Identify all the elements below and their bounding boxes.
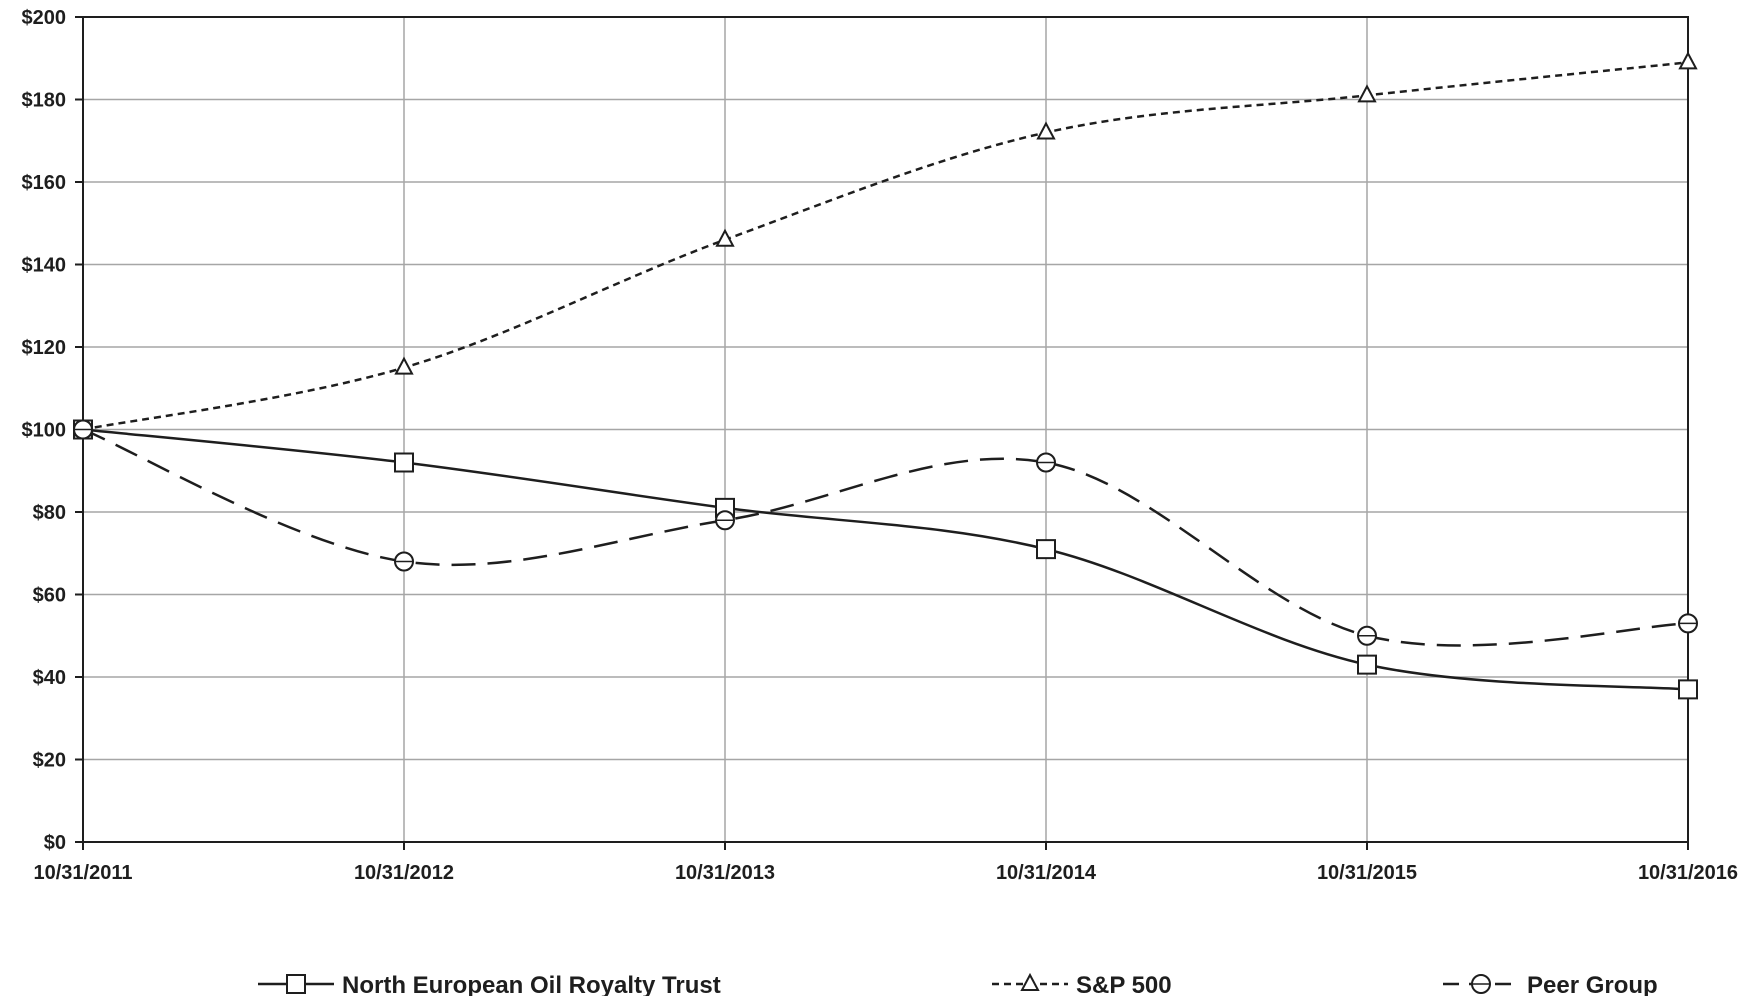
y-tick-label: $80 <box>33 502 66 524</box>
data-point-north-european-oil-royalty-trust <box>1678 679 1698 700</box>
legend-marker <box>1020 972 1040 991</box>
legend-item-peer-group: Peer Group <box>1443 972 1658 996</box>
x-tick-label: 10/31/2012 <box>354 862 454 884</box>
series-lines <box>82 61 1689 691</box>
tick-labels: $0 $20 $40 $60 $80 $100 $120 $140 $160 $180 $200 10… <box>22 7 1739 884</box>
x-tick-label: 10/31/2013 <box>675 862 775 884</box>
legend: North European Oil Royalty Trust S&P 500 P… <box>258 972 1658 996</box>
data-point-peer-group <box>73 419 93 440</box>
data-point-peer-group <box>394 551 414 572</box>
data-point-peer-group <box>1036 452 1056 473</box>
y-tick-label: $20 <box>33 750 66 772</box>
data-point-peer-group <box>715 510 735 531</box>
data-point-north-european-oil-royalty-trust <box>394 452 414 473</box>
data-point-s-p-500 <box>1357 84 1377 103</box>
data-point-s-p-500 <box>394 356 414 375</box>
x-tick-label: 10/31/2016 <box>1638 862 1738 884</box>
y-tick-label: $0 <box>44 832 66 854</box>
legend-label: S&P 500 <box>1076 972 1172 996</box>
legend-item-north-european-oil-royalty-trust: North European Oil Royalty Trust <box>258 972 721 996</box>
legend-marker <box>286 974 306 994</box>
data-point-peer-group <box>1357 625 1377 646</box>
y-tick-label: $60 <box>33 585 66 607</box>
series-line-peer-group <box>82 428 1689 647</box>
legend-item-s-p-500: S&P 500 <box>992 972 1172 996</box>
data-point-s-p-500 <box>715 228 735 247</box>
y-tick-label: $120 <box>22 337 67 359</box>
data-point-peer-group <box>1678 613 1698 634</box>
legend-label: Peer Group <box>1527 972 1658 996</box>
x-tick-label: 10/31/2011 <box>34 862 133 884</box>
legend-marker <box>1471 974 1491 994</box>
x-tick-label: 10/31/2015 <box>1317 862 1417 884</box>
y-tick-label: $200 <box>22 7 67 29</box>
y-tick-label: $180 <box>22 90 67 112</box>
axes <box>75 16 1689 850</box>
series-line-north-european-oil-royalty-trust <box>82 428 1689 691</box>
data-point-north-european-oil-royalty-trust <box>1357 654 1377 675</box>
y-tick-label: $140 <box>22 255 67 277</box>
data-point-s-p-500 <box>1678 51 1698 70</box>
legend-label: North European Oil Royalty Trust <box>342 972 721 996</box>
y-tick-label: $160 <box>22 172 67 194</box>
y-tick-label: $40 <box>33 667 66 689</box>
y-tick-label: $100 <box>22 420 67 442</box>
data-point-s-p-500 <box>1036 121 1056 140</box>
x-tick-label: 10/31/2014 <box>996 862 1097 884</box>
data-point-north-european-oil-royalty-trust <box>1036 539 1056 560</box>
series-line-s-p-500 <box>82 61 1689 431</box>
data-markers <box>73 51 1698 700</box>
gridlines <box>83 17 1688 842</box>
